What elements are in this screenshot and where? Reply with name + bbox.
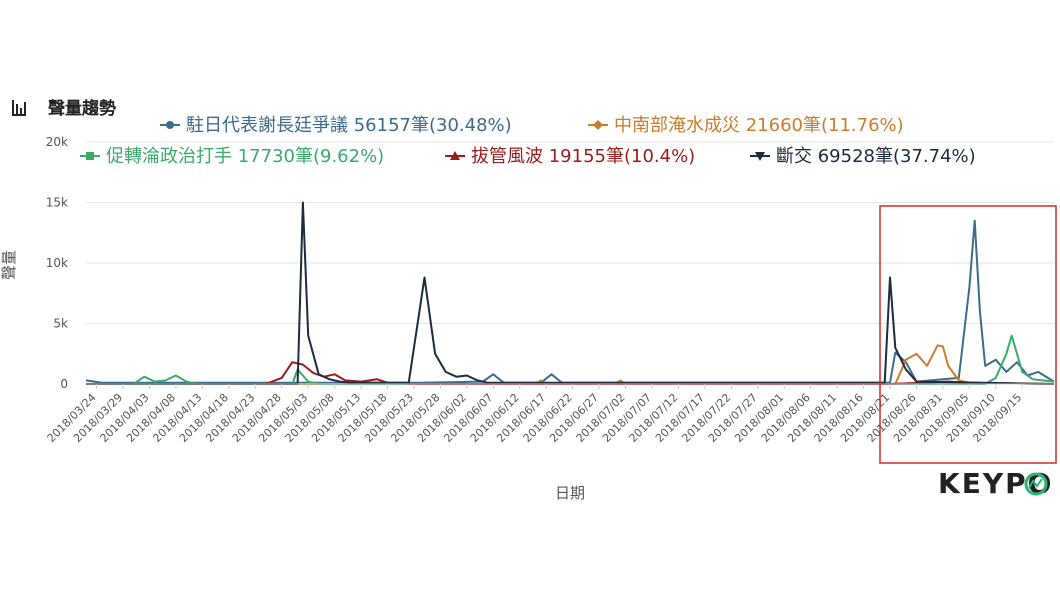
bar-chart-icon [12,100,26,116]
legend: 駐日代表謝長廷爭議 56157筆(30.48%) 中南部淹水成災 21660筆(1… [80,115,976,167]
legend-item: 促轉淪政治打手 17730筆(9.62%) [106,146,384,167]
legend-marker-circle [166,121,174,129]
y-tick-label: 15k [46,196,68,210]
y-axis-title: 聲量 [0,250,18,280]
keypo-logo: KEYPO [938,467,1051,500]
series-line [86,334,1055,385]
legend-item: 駐日代表謝長廷爭議 56157筆(30.48%) [186,115,512,136]
y-tick-label: 20k [46,135,68,149]
x-axis-title: 日期 [555,484,585,502]
legend-marker-diamond [593,120,603,130]
y-axis-ticks: 0 5k 10k 15k 20k [46,135,68,391]
x-axis-ticks: 2018/03/242018/03/292018/04/032018/04/08… [45,384,1024,445]
y-tick-label: 0 [60,377,68,391]
y-tick-label: 5k [53,317,68,331]
highlight-box [879,205,1057,464]
chart-title: 聲量趨勢 [48,98,116,119]
legend-marker-triangle [450,151,460,160]
logo-o-ring [1024,472,1048,496]
logo-mountain-icon [1028,478,1043,489]
series-line [86,201,1055,385]
legend-marker-square [86,152,94,160]
legend-item: 中南部淹水成災 21660筆(11.76%) [614,115,904,136]
gridlines [86,141,1054,324]
legend-marker-triangle-down [755,152,765,161]
y-tick-label: 10k [46,256,68,270]
legend-item: 斷交 69528筆(37.74%) [776,146,976,167]
series-line [86,361,1055,385]
series-lines [85,201,1055,385]
series-line [86,344,1055,385]
legend-item: 拔管風波 19155筆(10.4%) [471,146,695,167]
